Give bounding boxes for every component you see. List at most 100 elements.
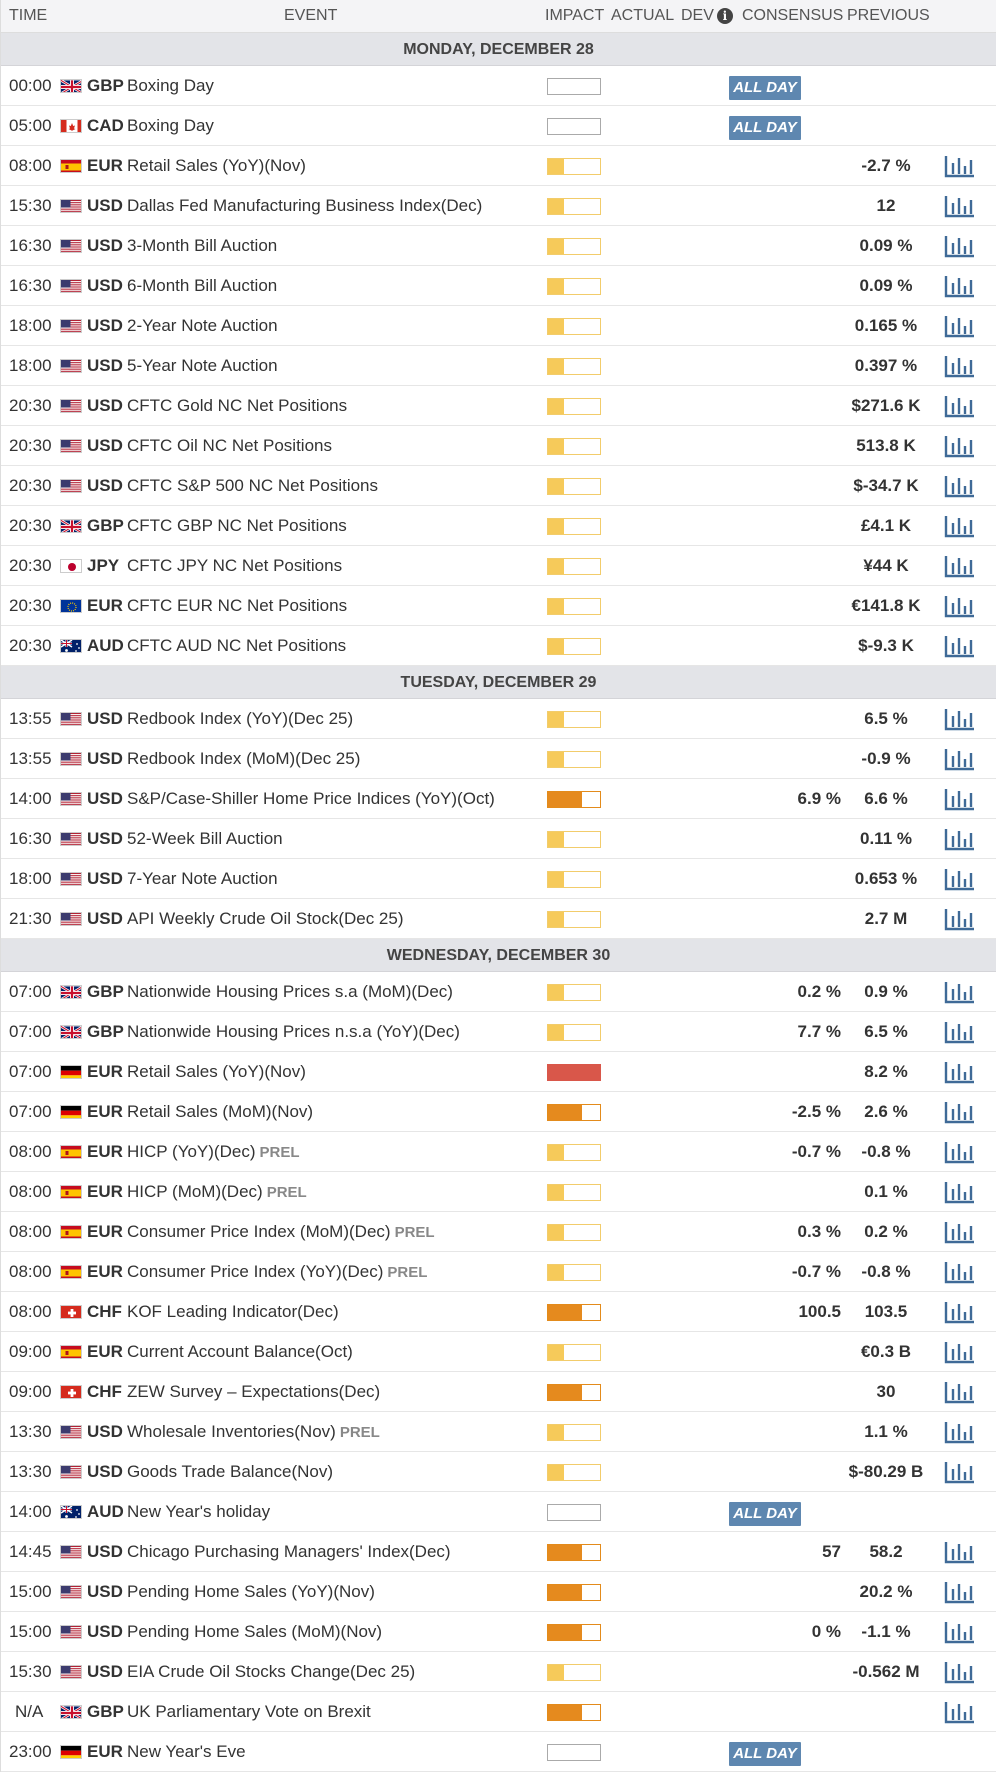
event-row[interactable]: 05:00 CAD Boxing Day ALL DAY bbox=[1, 106, 996, 146]
event-row[interactable]: 20:30 USD CFTC Gold NC Net Positions $271.6… bbox=[1, 386, 996, 426]
event-row[interactable]: 07:00 EUR Retail Sales (YoY)(Nov) 8.2 % bbox=[1, 1052, 996, 1092]
event-name-link[interactable]: Dallas Fed Manufacturing Business Index(… bbox=[127, 186, 482, 225]
info-icon[interactable]: i bbox=[716, 8, 733, 24]
event-name-link[interactable]: 7-Year Note Auction bbox=[127, 859, 278, 898]
event-row[interactable]: 20:30 USD CFTC Oil NC Net Positions 513.8 K bbox=[1, 426, 996, 466]
column-header-consensus[interactable]: CONSENSUS bbox=[742, 7, 844, 24]
event-row[interactable]: 20:30 EUR CFTC EUR NC Net Positions €141.8 … bbox=[1, 586, 996, 626]
bar-chart-icon[interactable] bbox=[944, 1140, 978, 1164]
event-row[interactable]: 18:00 USD 2-Year Note Auction 0.165 % bbox=[1, 306, 996, 346]
bar-chart-icon[interactable] bbox=[944, 827, 978, 851]
bar-chart-icon[interactable] bbox=[944, 1540, 978, 1564]
column-header-previous[interactable]: PREVIOUS bbox=[847, 7, 930, 24]
event-name-link[interactable]: CFTC Oil NC Net Positions bbox=[127, 426, 332, 465]
event-row[interactable]: 21:30 USD API Weekly Crude Oil Stock(Dec 2… bbox=[1, 899, 996, 939]
event-row[interactable]: 13:55 USD Redbook Index (YoY)(Dec 25) 6.5 % bbox=[1, 699, 996, 739]
event-row[interactable]: 15:30 USD EIA Crude Oil Stocks Change(Dec … bbox=[1, 1652, 996, 1692]
column-header-actual[interactable]: ACTUAL bbox=[611, 7, 675, 24]
event-row[interactable]: 18:00 USD 5-Year Note Auction 0.397 % bbox=[1, 346, 996, 386]
bar-chart-icon[interactable] bbox=[944, 747, 978, 771]
bar-chart-icon[interactable] bbox=[944, 1180, 978, 1204]
bar-chart-icon[interactable] bbox=[944, 154, 978, 178]
bar-chart-icon[interactable] bbox=[944, 434, 978, 458]
event-name-link[interactable]: Boxing Day bbox=[127, 66, 214, 105]
event-name-link[interactable]: Pending Home Sales (YoY)(Nov) bbox=[127, 1572, 375, 1611]
bar-chart-icon[interactable] bbox=[944, 1380, 978, 1404]
bar-chart-icon[interactable] bbox=[944, 314, 978, 338]
event-row[interactable]: 13:30 USD Goods Trade Balance(Nov) $-80.29 … bbox=[1, 1452, 996, 1492]
event-name-link[interactable]: Redbook Index (MoM)(Dec 25) bbox=[127, 739, 360, 778]
event-name-link[interactable]: Retail Sales (MoM)(Nov) bbox=[127, 1092, 313, 1131]
event-name-link[interactable]: Nationwide Housing Prices n.s.a (YoY)(De… bbox=[127, 1012, 460, 1051]
bar-chart-icon[interactable] bbox=[944, 980, 978, 1004]
event-row[interactable]: 23:00 EUR New Year's Eve ALL DAY bbox=[1, 1732, 996, 1772]
bar-chart-icon[interactable] bbox=[944, 634, 978, 658]
event-name-link[interactable]: 2-Year Note Auction bbox=[127, 306, 278, 345]
bar-chart-icon[interactable] bbox=[944, 1060, 978, 1084]
bar-chart-icon[interactable] bbox=[944, 594, 978, 618]
event-row[interactable]: 08:00 EUR Consumer Price Index (MoM)(Dec) P… bbox=[1, 1212, 996, 1252]
event-row[interactable]: 18:00 USD 7-Year Note Auction 0.653 % bbox=[1, 859, 996, 899]
event-row[interactable]: 14:00 USD S&P/Case-Shiller Home Price Indi… bbox=[1, 779, 996, 819]
bar-chart-icon[interactable] bbox=[944, 787, 978, 811]
bar-chart-icon[interactable] bbox=[944, 274, 978, 298]
event-name-link[interactable]: Retail Sales (YoY)(Nov) bbox=[127, 146, 306, 185]
event-name-link[interactable]: Retail Sales (YoY)(Nov) bbox=[127, 1052, 306, 1091]
bar-chart-icon[interactable] bbox=[944, 1660, 978, 1684]
column-header-time[interactable]: TIME bbox=[9, 7, 48, 24]
bar-chart-icon[interactable] bbox=[944, 1460, 978, 1484]
event-row[interactable]: 20:30 USD CFTC S&P 500 NC Net Positions $-3… bbox=[1, 466, 996, 506]
bar-chart-icon[interactable] bbox=[944, 1220, 978, 1244]
event-row[interactable]: 15:00 USD Pending Home Sales (MoM)(Nov) 0 %… bbox=[1, 1612, 996, 1652]
event-name-link[interactable]: UK Parliamentary Vote on Brexit bbox=[127, 1692, 371, 1731]
event-name-link[interactable]: CFTC AUD NC Net Positions bbox=[127, 626, 346, 665]
event-name-link[interactable]: HICP (YoY)(Dec) PREL bbox=[127, 1132, 300, 1172]
event-row[interactable]: 07:00 GBP Nationwide Housing Prices s.a (M… bbox=[1, 972, 996, 1012]
event-name-link[interactable]: Goods Trade Balance(Nov) bbox=[127, 1452, 333, 1491]
event-name-link[interactable]: New Year's holiday bbox=[127, 1492, 270, 1531]
event-name-link[interactable]: CFTC S&P 500 NC Net Positions bbox=[127, 466, 378, 505]
event-row[interactable]: 08:00 EUR Consumer Price Index (YoY)(Dec) P… bbox=[1, 1252, 996, 1292]
event-name-link[interactable]: Pending Home Sales (MoM)(Nov) bbox=[127, 1612, 382, 1651]
bar-chart-icon[interactable] bbox=[944, 907, 978, 931]
bar-chart-icon[interactable] bbox=[944, 1620, 978, 1644]
bar-chart-icon[interactable] bbox=[944, 474, 978, 498]
bar-chart-icon[interactable] bbox=[944, 194, 978, 218]
event-row[interactable]: N/A GBP UK Parliamentary Vote on Brexit bbox=[1, 1692, 996, 1732]
event-row[interactable]: 13:30 USD Wholesale Inventories(Nov) PREL 1.… bbox=[1, 1412, 996, 1452]
event-name-link[interactable]: KOF Leading Indicator(Dec) bbox=[127, 1292, 339, 1331]
event-row[interactable]: 15:00 USD Pending Home Sales (YoY)(Nov) 20.… bbox=[1, 1572, 996, 1612]
event-row[interactable]: 08:00 CHF KOF Leading Indicator(Dec) 100.5 1… bbox=[1, 1292, 996, 1332]
event-name-link[interactable]: Consumer Price Index (MoM)(Dec) PREL bbox=[127, 1212, 435, 1252]
event-name-link[interactable]: Current Account Balance(Oct) bbox=[127, 1332, 353, 1371]
bar-chart-icon[interactable] bbox=[944, 1420, 978, 1444]
event-row[interactable]: 13:55 USD Redbook Index (MoM)(Dec 25) -0.9 … bbox=[1, 739, 996, 779]
event-name-link[interactable]: 52-Week Bill Auction bbox=[127, 819, 283, 858]
event-name-link[interactable]: 3-Month Bill Auction bbox=[127, 226, 277, 265]
bar-chart-icon[interactable] bbox=[944, 1700, 978, 1724]
event-row[interactable]: 16:30 USD 6-Month Bill Auction 0.09 % bbox=[1, 266, 996, 306]
event-name-link[interactable]: Consumer Price Index (YoY)(Dec) PREL bbox=[127, 1252, 427, 1292]
event-name-link[interactable]: 6-Month Bill Auction bbox=[127, 266, 277, 305]
event-row[interactable]: 14:00 AUD New Year's holiday ALL DAY bbox=[1, 1492, 996, 1532]
event-name-link[interactable]: Nationwide Housing Prices s.a (MoM)(Dec) bbox=[127, 972, 453, 1011]
event-row[interactable]: 07:00 GBP Nationwide Housing Prices n.s.a … bbox=[1, 1012, 996, 1052]
event-name-link[interactable]: Wholesale Inventories(Nov) PREL bbox=[127, 1412, 380, 1452]
event-name-link[interactable]: CFTC GBP NC Net Positions bbox=[127, 506, 347, 545]
event-name-link[interactable]: S&P/Case-Shiller Home Price Indices (YoY… bbox=[127, 779, 495, 818]
event-row[interactable]: 20:30 JPY CFTC JPY NC Net Positions ¥44 K bbox=[1, 546, 996, 586]
event-name-link[interactable]: HICP (MoM)(Dec) PREL bbox=[127, 1172, 307, 1212]
event-name-link[interactable]: Boxing Day bbox=[127, 106, 214, 145]
bar-chart-icon[interactable] bbox=[944, 1260, 978, 1284]
event-name-link[interactable]: Chicago Purchasing Managers' Index(Dec) bbox=[127, 1532, 451, 1571]
column-header-impact[interactable]: IMPACT bbox=[545, 7, 605, 24]
bar-chart-icon[interactable] bbox=[944, 707, 978, 731]
event-name-link[interactable]: CFTC JPY NC Net Positions bbox=[127, 546, 342, 585]
bar-chart-icon[interactable] bbox=[944, 1100, 978, 1124]
event-name-link[interactable]: Redbook Index (YoY)(Dec 25) bbox=[127, 699, 353, 738]
column-header-event[interactable]: EVENT bbox=[284, 7, 338, 24]
bar-chart-icon[interactable] bbox=[944, 1300, 978, 1324]
event-row[interactable]: 15:30 USD Dallas Fed Manufacturing Busines… bbox=[1, 186, 996, 226]
bar-chart-icon[interactable] bbox=[944, 1340, 978, 1364]
event-name-link[interactable]: EIA Crude Oil Stocks Change(Dec 25) bbox=[127, 1652, 415, 1691]
